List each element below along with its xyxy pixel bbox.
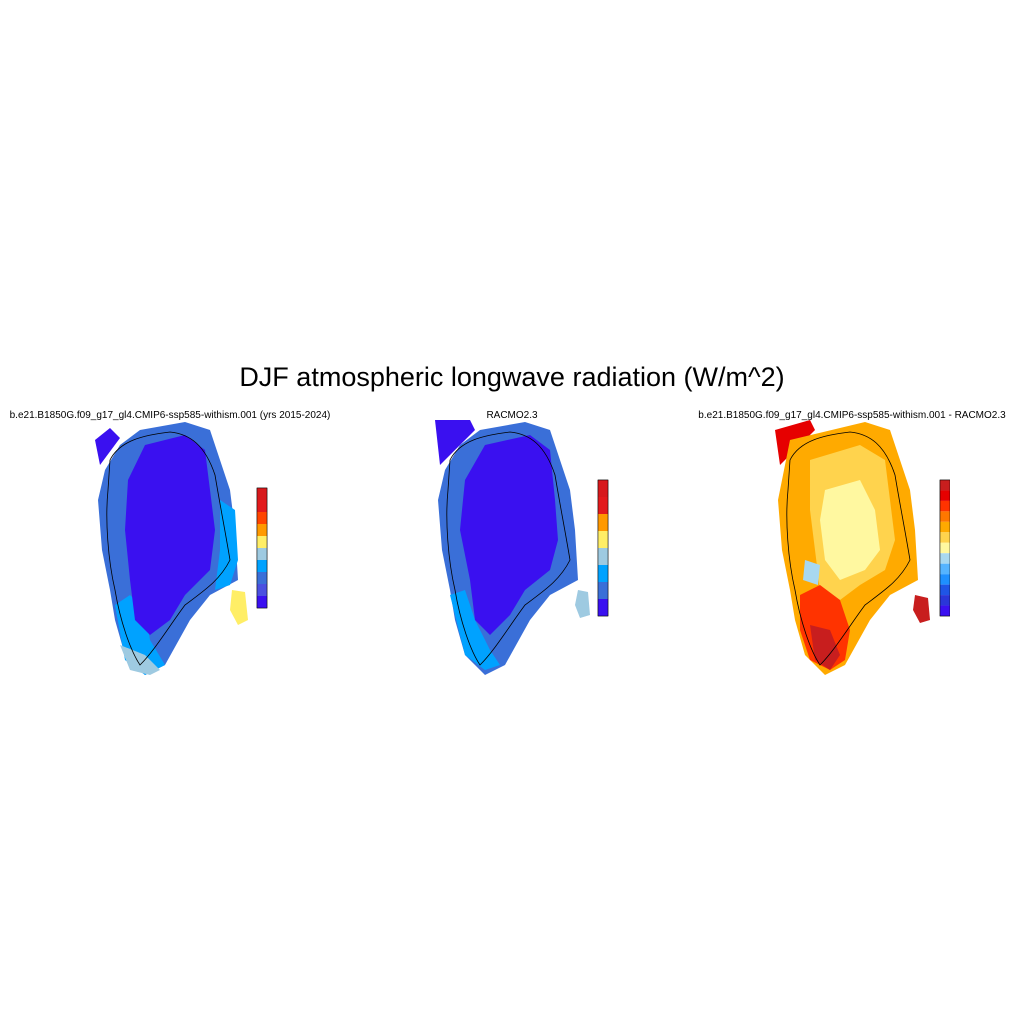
colorbar-swatch	[940, 500, 950, 512]
colorbar-swatch	[940, 490, 950, 501]
colorbar-swatch	[940, 521, 950, 533]
colorbar-swatch	[598, 480, 608, 497]
colorbar-swatch	[940, 563, 950, 575]
colorbar-swatch	[257, 596, 267, 608]
panel-model-map: 448.4400360320280240200160100.6	[95, 422, 268, 675]
colorbar-obs: 400360320280240200160	[597, 479, 609, 617]
colorbar-swatch	[257, 584, 267, 596]
colorbar-swatch	[598, 497, 608, 514]
colorbar-diff: 302520151050-5-10-15-20-25-30	[939, 479, 950, 617]
colorbar-swatch	[940, 584, 950, 596]
colorbar-model: 448.4400360320280240200160100.6	[256, 487, 268, 609]
panel-diff-map: 302520151050-5-10-15-20-25-30	[775, 420, 950, 675]
colorbar-swatch	[940, 542, 950, 554]
colorbar-swatch	[598, 548, 608, 565]
colorbar-swatch	[257, 524, 267, 536]
colorbar-swatch	[940, 480, 950, 491]
colorbar-swatch	[257, 512, 267, 524]
colorbar-swatch	[257, 548, 267, 560]
colorbar-swatch	[940, 574, 950, 585]
colorbar-swatch	[940, 605, 950, 616]
colorbar-swatch	[257, 500, 267, 512]
colorbar-swatch	[257, 572, 267, 584]
panel-diff-title: b.e21.B1850G.f09_g17_gl4.CMIP6-ssp585-wi…	[698, 410, 1006, 421]
greenland-map-diff	[775, 420, 930, 675]
panel-model-title: b.e21.B1850G.f09_g17_gl4.CMIP6-ssp585-wi…	[9, 410, 331, 421]
colorbar-swatch	[598, 599, 608, 616]
panel-obs-map: 400360320280240200160	[435, 420, 609, 675]
colorbar-swatch	[940, 511, 950, 522]
colorbar-swatch	[257, 560, 267, 572]
colorbar-swatch	[940, 553, 950, 564]
greenland-map-model	[95, 422, 248, 675]
colorbar-swatch	[940, 595, 950, 606]
greenland-map-obs	[435, 420, 590, 675]
figure-title: DJF atmospheric longwave radiation (W/m^…	[239, 362, 785, 392]
colorbar-swatch	[257, 488, 267, 500]
colorbar-swatch	[598, 514, 608, 531]
colorbar-swatch	[598, 531, 608, 548]
colorbar-swatch	[257, 536, 267, 548]
colorbar-swatch	[598, 565, 608, 582]
colorbar-swatch	[940, 532, 950, 543]
panel-obs-title: RACMO2.3	[486, 410, 538, 421]
colorbar-swatch	[598, 582, 608, 599]
